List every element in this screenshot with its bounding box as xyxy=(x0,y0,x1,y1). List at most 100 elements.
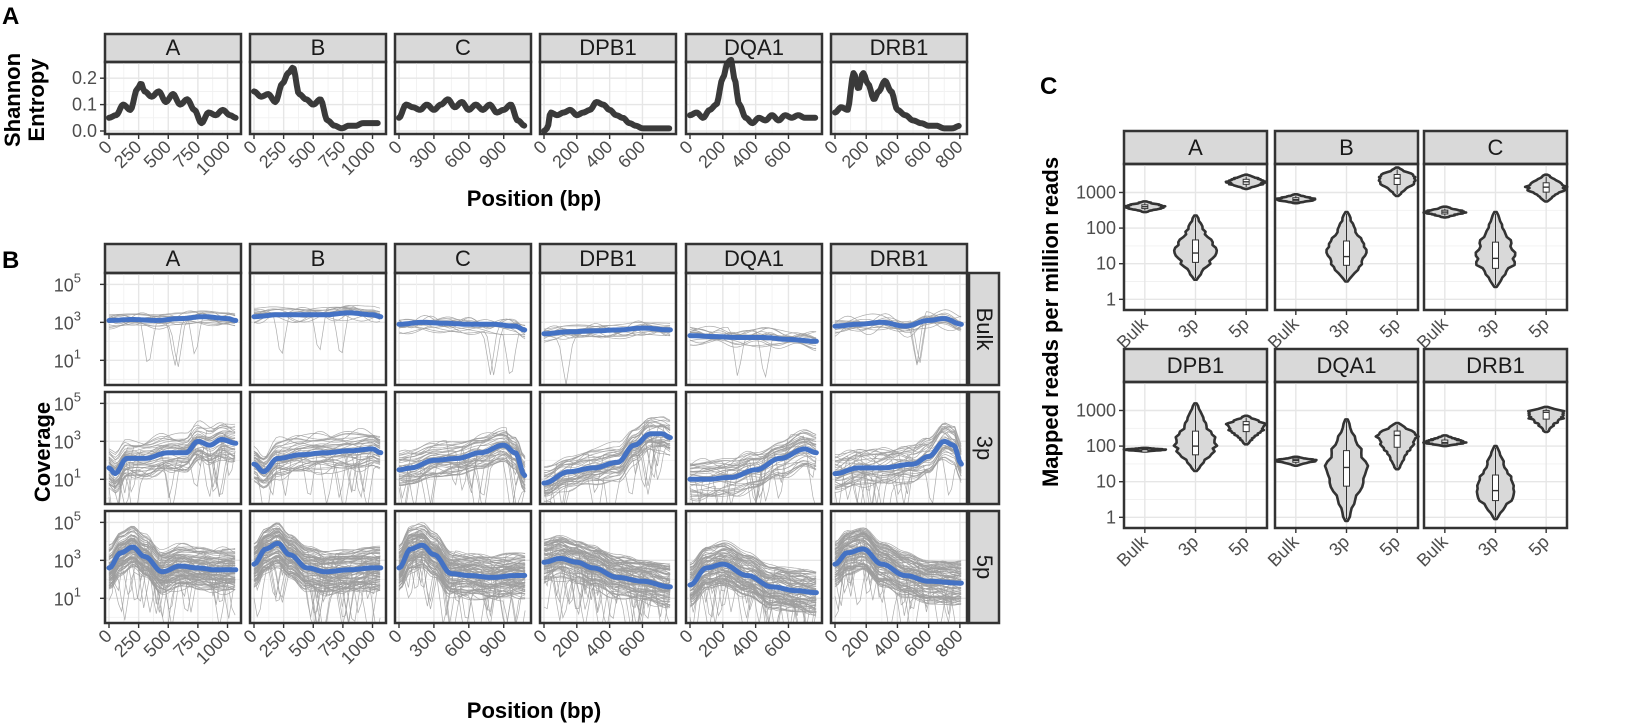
read-track-line xyxy=(689,441,817,504)
read-track-line xyxy=(689,429,817,465)
read-tracks xyxy=(689,325,817,379)
y-tick-exponent: 5 xyxy=(74,508,81,523)
row-strip xyxy=(967,390,1001,506)
read-track-line xyxy=(108,448,236,493)
read-track-line xyxy=(398,551,526,623)
read-track-line xyxy=(689,581,817,623)
x-tick-label: 3p xyxy=(1174,532,1202,560)
y-tick-exponent: 5 xyxy=(74,389,81,404)
y-tick-base: 10 xyxy=(54,513,74,533)
panel-frame xyxy=(393,271,533,387)
x-tick-label: Bulk xyxy=(1413,531,1453,571)
panel-frame xyxy=(538,60,678,136)
facet-strip xyxy=(1122,347,1269,384)
panel-frame xyxy=(538,390,678,506)
read-track-line xyxy=(398,540,526,573)
y-tick-label: 1000 xyxy=(1076,400,1116,420)
box-body xyxy=(1343,240,1350,266)
facet-a: A101103105101103105101103105025050075010… xyxy=(54,242,243,668)
y-tick-base: 10 xyxy=(54,313,74,333)
y-tick-base: 10 xyxy=(54,394,74,414)
read-track-line xyxy=(108,566,236,593)
read-tracks xyxy=(108,525,236,623)
x-tick-label: 600 xyxy=(900,137,935,172)
x-tick-label: 0 xyxy=(676,626,697,647)
read-track-line xyxy=(834,448,962,487)
read-track-line xyxy=(108,420,236,454)
facet-strip xyxy=(684,242,824,275)
x-tick-label: 600 xyxy=(614,137,649,172)
read-track-line xyxy=(398,315,526,331)
read-track-line xyxy=(543,323,671,340)
read-track-line xyxy=(398,441,526,504)
read-track-line xyxy=(108,540,236,592)
read-track-line xyxy=(398,567,526,600)
smoothed-coverage-line xyxy=(106,544,239,575)
facet-label: C xyxy=(455,246,471,271)
facet-label: DPB1 xyxy=(579,35,636,60)
y-tick-exponent: 3 xyxy=(74,427,81,442)
read-track-line xyxy=(689,452,817,486)
read-track-line xyxy=(543,550,671,580)
y-tick-label: 101 xyxy=(54,346,81,371)
box-body xyxy=(1393,174,1401,185)
read-track-line xyxy=(108,531,236,556)
facet-dpb1: DPB1 Bulk 3p 5p 1 10 100 1000 xyxy=(1076,347,1269,571)
facet-row-3p: 3p xyxy=(829,390,1001,506)
box-body xyxy=(1393,430,1401,448)
panel-frame xyxy=(538,271,678,387)
read-track-line xyxy=(108,557,236,581)
read-track-line xyxy=(108,431,236,472)
read-track-line xyxy=(543,432,671,484)
read-track-line xyxy=(834,535,962,574)
facet-strip xyxy=(1422,129,1569,166)
read-track-line xyxy=(689,440,817,499)
read-track-line xyxy=(543,562,671,595)
read-track-line xyxy=(108,432,236,467)
x-tick-label: 600 xyxy=(440,626,475,661)
read-track-line xyxy=(253,557,381,590)
read-track-line xyxy=(253,535,381,566)
read-track-line xyxy=(398,434,526,466)
read-track-line xyxy=(543,446,671,504)
read-tracks xyxy=(108,420,236,504)
read-track-line xyxy=(398,535,526,569)
facet-label: DRB1 xyxy=(870,35,929,60)
read-track-line xyxy=(834,425,962,495)
read-track-line xyxy=(689,584,817,613)
read-track-line xyxy=(834,431,962,496)
y-tick-label: 100 xyxy=(1086,218,1116,238)
read-track-line xyxy=(253,567,381,592)
facet-c: C 0 300 600 900 xyxy=(385,242,533,661)
x-tick-label: 200 xyxy=(548,626,583,661)
x-tick-label: 5p xyxy=(1376,314,1404,342)
read-track-line xyxy=(108,538,236,567)
read-track-line xyxy=(108,560,236,591)
facet-row-5p xyxy=(248,509,388,625)
x-tick-label: 400 xyxy=(869,137,904,172)
read-track-line xyxy=(108,423,236,455)
facet-row-bulk xyxy=(248,271,388,387)
read-track-line xyxy=(543,425,671,504)
read-track-line xyxy=(108,444,236,487)
facet-label: A xyxy=(166,35,181,60)
panel-frame xyxy=(248,509,388,625)
read-track-line xyxy=(398,432,526,486)
read-track-line xyxy=(253,462,381,489)
read-track-line xyxy=(689,463,816,504)
read-track-line xyxy=(108,449,236,504)
facet-label: DQA1 xyxy=(724,246,784,271)
row-strip xyxy=(967,271,1001,387)
read-track-line xyxy=(543,537,671,596)
x-tick-label: 400 xyxy=(727,137,762,172)
read-track-line xyxy=(398,523,526,595)
read-track-line xyxy=(398,536,526,588)
facet-strip xyxy=(393,32,533,64)
